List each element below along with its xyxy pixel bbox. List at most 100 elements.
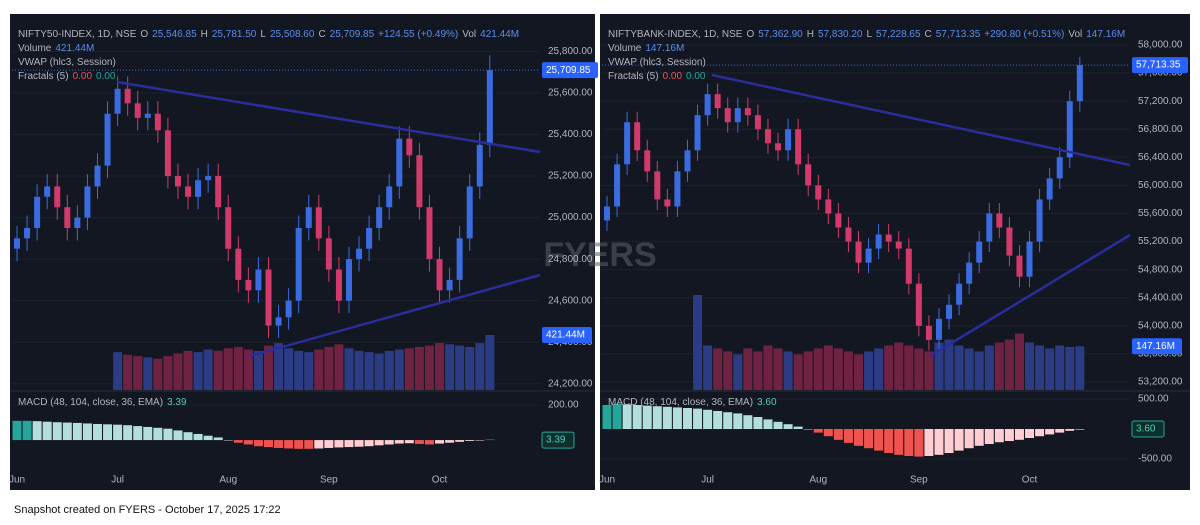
macd-bar xyxy=(52,422,62,441)
candle-body xyxy=(1006,227,1013,256)
candle-body xyxy=(1066,101,1073,158)
y-tick-label: 24,600.00 xyxy=(548,295,593,306)
y-tick-label: 54,400.00 xyxy=(1138,292,1183,303)
candle-body xyxy=(764,129,771,144)
candle-body xyxy=(644,150,651,172)
candle-body xyxy=(366,227,373,249)
candle-body xyxy=(174,176,181,187)
macd-bar xyxy=(1025,429,1035,439)
macd-bar xyxy=(984,429,994,445)
text-part: Vol xyxy=(1068,29,1082,40)
volume-tag-label: 147.16M xyxy=(1136,341,1175,352)
y-tick-label: 25,800.00 xyxy=(548,46,593,57)
macd-bar xyxy=(833,429,843,440)
x-tick-label: Jul xyxy=(701,475,714,486)
candle-body xyxy=(154,113,161,131)
vwap-legend: VWAP (hlc3, Session) xyxy=(18,57,116,68)
text-part: NIFTYBANK-INDEX, 1D, NSE xyxy=(608,29,743,40)
text-part: 57,228.65 xyxy=(876,29,921,40)
volume-bar xyxy=(475,343,485,390)
text-part: VWAP (hlc3, Session) xyxy=(608,57,706,68)
price-tag-label: 57,713.35 xyxy=(1136,60,1181,71)
candle-body xyxy=(956,283,963,305)
candle-body xyxy=(966,262,973,284)
text-part: H xyxy=(201,29,208,40)
candle-body xyxy=(386,186,393,208)
volume-bar xyxy=(455,345,465,390)
candle-body xyxy=(785,129,792,151)
macd-bar xyxy=(314,440,324,449)
text-part: L xyxy=(260,29,266,40)
candle-body xyxy=(315,207,322,239)
macd-bar xyxy=(703,409,713,430)
candle-body xyxy=(1076,65,1083,102)
volume-bar xyxy=(733,354,743,390)
macd-bar xyxy=(1075,429,1085,430)
candle-body xyxy=(885,234,892,242)
candle-body xyxy=(865,248,872,263)
volume-bar xyxy=(183,350,193,390)
candle-body xyxy=(235,248,242,280)
trend-line xyxy=(711,73,1131,167)
macd-bar xyxy=(622,404,632,430)
macd-bar xyxy=(404,440,414,444)
macd-bar xyxy=(12,420,22,441)
macd-bar xyxy=(324,440,334,448)
text-part: NIFTY50-INDEX, 1D, NSE xyxy=(18,29,137,40)
y-tick-label: 200.00 xyxy=(548,400,579,411)
candle-body xyxy=(255,269,262,291)
candle-body xyxy=(456,238,463,280)
text-part: MACD (48, 104, close, 36, EMA) xyxy=(18,397,163,408)
macd-bar xyxy=(143,426,153,441)
volume-bar xyxy=(153,358,163,390)
macd-bar xyxy=(763,419,773,430)
candle-body xyxy=(84,186,91,218)
macd-bar xyxy=(652,406,662,430)
text-part: Fractals (5) xyxy=(608,71,659,82)
volume-bar xyxy=(264,345,273,390)
macd-tag xyxy=(1131,420,1165,438)
text-part: Vol xyxy=(462,29,476,40)
candle-body xyxy=(74,217,81,228)
macd-bar xyxy=(693,408,703,430)
macd-bar xyxy=(213,437,223,441)
candle-body xyxy=(164,130,171,177)
volume-bar xyxy=(944,339,954,390)
macd-bar xyxy=(743,415,753,430)
candle-body xyxy=(134,103,141,118)
macd-bar xyxy=(874,429,884,451)
volume-bar xyxy=(354,350,364,390)
volume-bar xyxy=(394,349,404,390)
x-tick-label: Jun xyxy=(599,475,615,486)
candle-body xyxy=(1036,199,1043,242)
macd-bar xyxy=(253,440,263,447)
volume-bar xyxy=(324,346,334,390)
y-tick-label: 54,800.00 xyxy=(1138,264,1183,275)
volume-bar xyxy=(1025,342,1035,390)
volume-bar xyxy=(783,351,793,390)
candle-body xyxy=(674,171,681,207)
candle-body xyxy=(805,164,812,186)
candle-body xyxy=(754,115,761,130)
macd-bar xyxy=(364,440,374,447)
volume-bar xyxy=(803,351,813,390)
volume-bar xyxy=(743,348,753,390)
candle-body xyxy=(335,269,342,301)
volume-bar xyxy=(304,352,314,390)
text-part: 147.16M xyxy=(645,43,684,54)
text-part: C xyxy=(925,29,932,40)
candle-body xyxy=(795,129,802,165)
volume-bar xyxy=(874,348,884,390)
macd-bar xyxy=(424,440,434,445)
text-part: Volume xyxy=(18,43,52,54)
volume-tag xyxy=(1132,338,1182,355)
y-tick-label: 24,800.00 xyxy=(548,254,593,265)
y-tick-label: 56,400.00 xyxy=(1138,152,1183,163)
candle-body xyxy=(654,171,661,200)
fractals-legend: Fractals (5) 0.00 0.00 xyxy=(18,71,116,82)
candle-body xyxy=(325,238,332,270)
volume-bar xyxy=(213,350,223,390)
text-part: +124.55 (+0.49%) xyxy=(378,29,458,40)
macd-bar xyxy=(455,440,465,442)
macd-bar xyxy=(445,440,455,443)
